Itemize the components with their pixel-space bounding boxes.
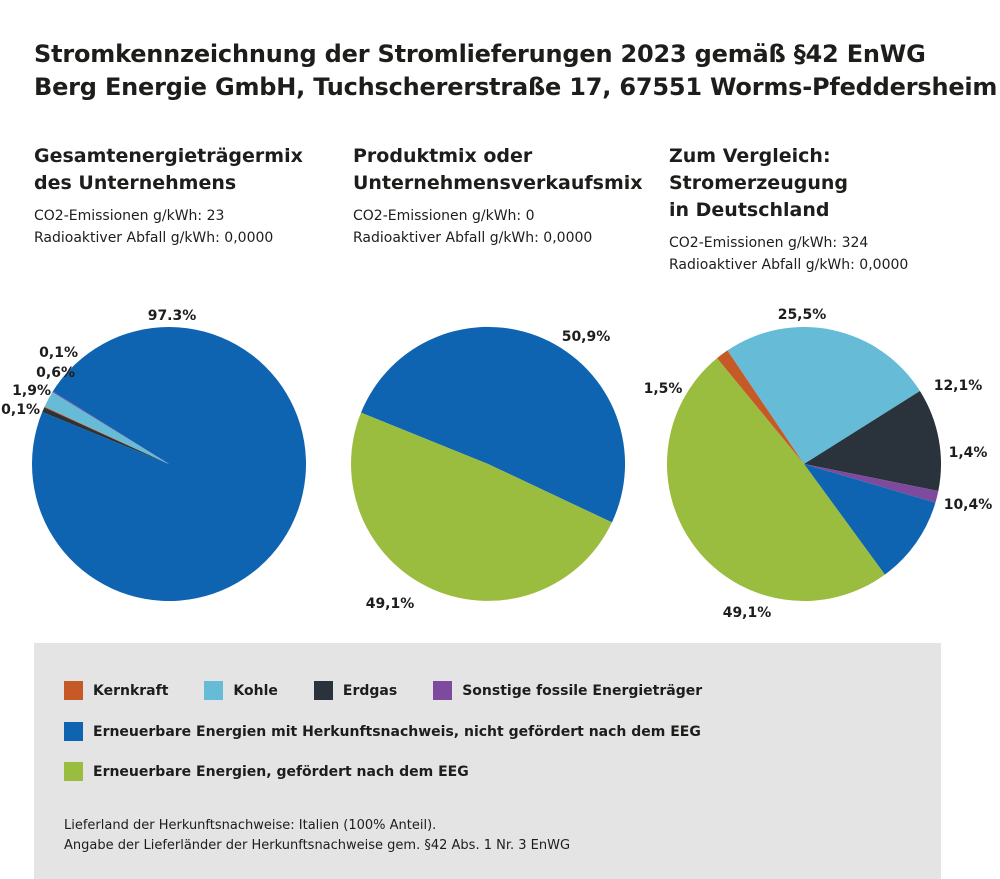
pie-slice-kohle bbox=[727, 326, 920, 464]
legend-panel: Kernkraft Kohle Erdgas Sonstige fossile … bbox=[34, 643, 941, 879]
legend-swatch bbox=[64, 722, 83, 741]
footnote-line-1: Lieferland der Herkunftsnachweise: Itali… bbox=[64, 818, 437, 833]
chart-info-product-mix: CO2-Emissionen g/kWh: 0 Radioaktiver Abf… bbox=[353, 205, 683, 249]
footnote: Lieferland der Herkunftsnachweise: Itali… bbox=[64, 816, 570, 856]
legend-label: Erneuerbare Energien mit Herkunftsnachwe… bbox=[93, 723, 701, 740]
legend-row-1: Kernkraft Kohle Erdgas Sonstige fossile … bbox=[64, 681, 738, 700]
pie-slice-kohle bbox=[44, 392, 169, 464]
legend-item-erneuerbare-eeg: Erneuerbare Energien, gefördert nach dem… bbox=[64, 762, 469, 781]
chart-title-line: Gesamtenergieträgermix bbox=[34, 145, 303, 167]
chart-header-company-mix: Gesamtenergieträgermix des Unternehmens … bbox=[34, 143, 364, 249]
legend-row-3: Erneuerbare Energien, gefördert nach dem… bbox=[64, 762, 505, 781]
pie-data-label: 1,5% bbox=[644, 381, 683, 397]
legend-label: Erdgas bbox=[342, 682, 398, 699]
radioactive-waste-text: Radioaktiver Abfall g/kWh: 0,0000 bbox=[353, 230, 593, 246]
pie-slice-erdgas bbox=[804, 391, 942, 491]
legend-swatch bbox=[64, 681, 83, 700]
pie-data-label: 49,1% bbox=[723, 605, 772, 621]
legend-item-kohle: Kohle bbox=[204, 681, 278, 700]
legend-row-2: Erneuerbare Energien mit Herkunftsnachwe… bbox=[64, 722, 737, 741]
pie-slice-erneuerbare-energien-gefordert-nach-dem-eeg bbox=[666, 358, 885, 602]
chart-info-company-mix: CO2-Emissionen g/kWh: 23 Radioaktiver Ab… bbox=[34, 205, 364, 249]
footnote-line-2: Angabe der Lieferländer der Herkunftsnac… bbox=[64, 838, 571, 853]
legend-item-erneuerbare-hkn: Erneuerbare Energien mit Herkunftsnachwe… bbox=[64, 722, 701, 741]
chart-title-line: Unternehmensverkaufsmix bbox=[353, 172, 643, 194]
co2-emissions-text: CO2-Emissionen g/kWh: 0 bbox=[353, 208, 535, 224]
pie-data-label: 25,5% bbox=[778, 307, 827, 323]
legend-label: Kernkraft bbox=[93, 682, 169, 699]
co2-emissions-text: CO2-Emissionen g/kWh: 23 bbox=[34, 208, 225, 224]
chart-title-line: Zum Vergleich: Stromerzeugung bbox=[669, 145, 848, 194]
legend-label: Sonstige fossile Energieträger bbox=[462, 682, 703, 699]
page-title: Stromkennzeichnung der Stromlieferungen … bbox=[34, 38, 997, 104]
pie-slice-kernkraft bbox=[717, 350, 804, 464]
pie-slice-kernkraft bbox=[44, 406, 169, 464]
pie-slice-sonstige-fossile-energietrager bbox=[52, 391, 169, 464]
legend-swatch bbox=[64, 762, 83, 781]
pie-slice-erneuerbare-energien-mit-herkunftsnachweis-nicht-gefordert-nach-dem-eeg bbox=[32, 326, 307, 601]
pie-data-label: 97.3% bbox=[148, 308, 197, 324]
pie-data-label: 50,9% bbox=[562, 329, 611, 345]
pie-slice-erdgas bbox=[42, 407, 170, 464]
pie-data-label: 1,4% bbox=[949, 445, 988, 461]
legend-item-erdgas: Erdgas bbox=[313, 681, 398, 700]
pie-slice-erneuerbare-energien-gefordert-nach-dem-eeg bbox=[351, 412, 612, 601]
radioactive-waste-text: Radioaktiver Abfall g/kWh: 0,0000 bbox=[669, 257, 909, 273]
co2-emissions-text: CO2-Emissionen g/kWh: 324 bbox=[669, 235, 869, 251]
chart-title-germany-mix: Zum Vergleich: Stromerzeugung in Deutsch… bbox=[669, 143, 999, 224]
chart-title-product-mix: Produktmix oder Unternehmensverkaufsmix bbox=[353, 143, 683, 197]
legend-item-sonstige-fossile: Sonstige fossile Energieträger bbox=[433, 681, 702, 700]
title-line-2: Berg Energie GmbH, Tuchschererstraße 17,… bbox=[34, 73, 998, 101]
legend-label: Erneuerbare Energien, gefördert nach dem… bbox=[93, 763, 469, 780]
pie-data-label: 1,9% bbox=[12, 383, 51, 399]
chart-title-line: in Deutschland bbox=[669, 199, 830, 221]
pie-data-label: 0,1% bbox=[1, 402, 40, 418]
legend-item-kernkraft: Kernkraft bbox=[64, 681, 168, 700]
pie-slice-erneuerbare-energien-mit-herkunftsnachweis-nicht-gefordert-nach-dem-eeg bbox=[360, 326, 626, 523]
pie-data-label: 49,1% bbox=[366, 596, 415, 612]
chart-title-line: Produktmix oder bbox=[353, 145, 533, 167]
pie-slice-sonstige-fossile-energietrager bbox=[804, 464, 939, 503]
chart-header-germany-mix: Zum Vergleich: Stromerzeugung in Deutsch… bbox=[669, 143, 999, 276]
title-line-1: Stromkennzeichnung der Stromlieferungen … bbox=[34, 40, 926, 68]
pie-data-label: 0,6% bbox=[36, 365, 75, 381]
legend-swatch bbox=[433, 681, 453, 700]
pie-slice-erneuerbare-energien-mit-herkunftsnachweis-nicht-gefordert-nach-dem-eeg bbox=[804, 464, 936, 575]
legend-label: Kohle bbox=[233, 682, 278, 699]
radioactive-waste-text: Radioaktiver Abfall g/kWh: 0,0000 bbox=[34, 230, 274, 246]
chart-info-germany-mix: CO2-Emissionen g/kWh: 324 Radioaktiver A… bbox=[669, 232, 999, 276]
chart-title-line: des Unternehmens bbox=[34, 172, 237, 194]
chart-header-product-mix: Produktmix oder Unternehmensverkaufsmix … bbox=[353, 143, 683, 249]
legend-swatch bbox=[204, 681, 224, 700]
legend-swatch bbox=[313, 681, 333, 700]
pie-data-label: 0,1% bbox=[39, 345, 78, 361]
chart-title-company-mix: Gesamtenergieträgermix des Unternehmens bbox=[34, 143, 364, 197]
pie-data-label: 10,4% bbox=[944, 497, 993, 513]
pie-data-label: 12,1% bbox=[934, 378, 983, 394]
